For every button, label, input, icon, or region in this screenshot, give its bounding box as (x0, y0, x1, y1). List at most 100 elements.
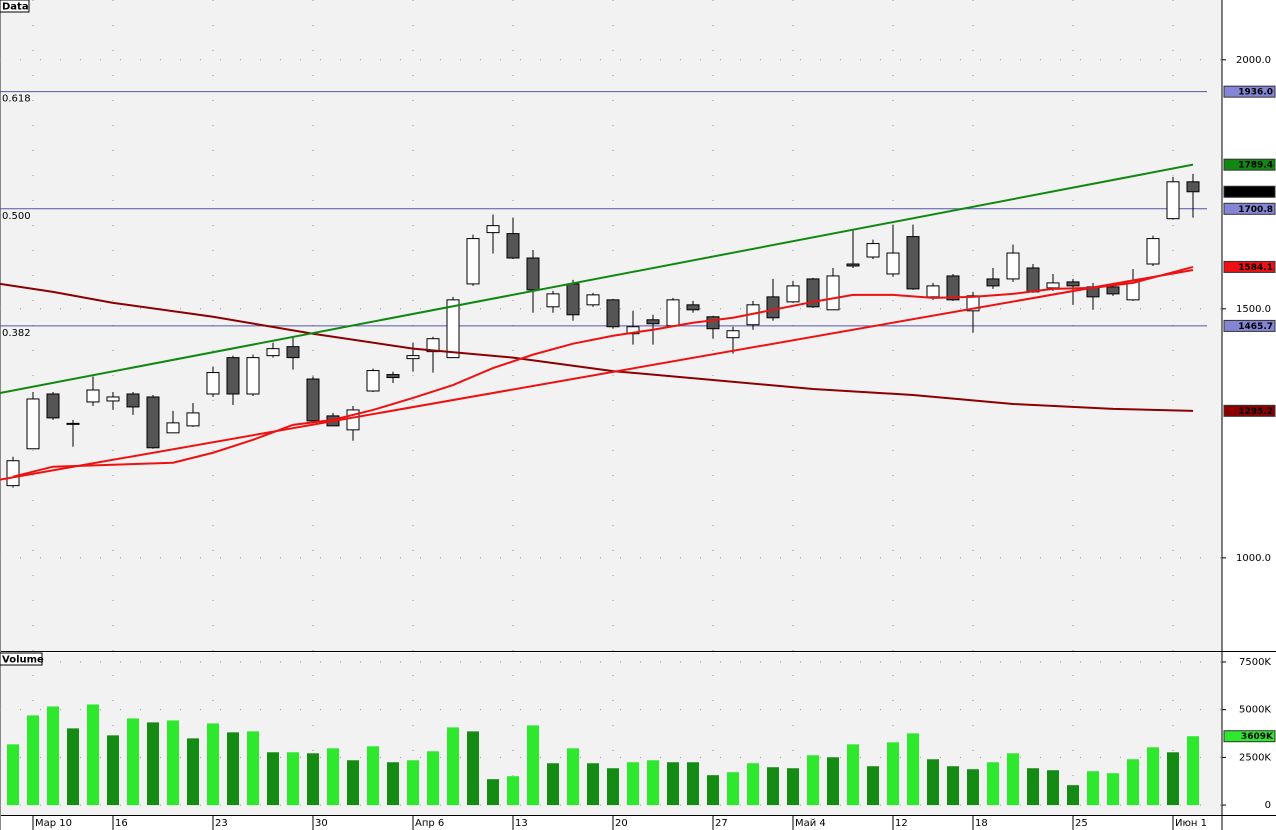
volume-bar (1107, 773, 1119, 806)
candle-body (1006, 252, 1020, 280)
y-tick-label: 7500K (1239, 657, 1271, 668)
y-tick-label: 0 (1265, 800, 1271, 811)
last-volume-tag: 3609K (1241, 732, 1274, 742)
candle-body (286, 346, 300, 359)
candle-body (366, 370, 380, 392)
fib-tag-box (1223, 85, 1276, 98)
fib-tag: 1700.8 (1238, 205, 1273, 215)
volume-bar (787, 768, 799, 806)
candle-body (1166, 181, 1180, 220)
volume-bar (467, 731, 479, 806)
volume-bar (287, 752, 299, 806)
volume-bar (327, 748, 339, 806)
volume-bar (587, 763, 599, 806)
volume-bar (1027, 768, 1039, 806)
x-tick-label: 20 (615, 818, 628, 829)
volume-bar (447, 727, 459, 806)
last-price-tag: 1735.0 (1238, 188, 1273, 198)
candle-body (546, 293, 560, 308)
candle-body (606, 299, 620, 328)
candle-body (586, 294, 600, 306)
candle-body (26, 398, 40, 450)
volume-bar (87, 704, 99, 806)
volume-bar (947, 766, 959, 806)
volume-bar (347, 760, 359, 806)
volume-bar (907, 733, 919, 806)
volume-bar (1187, 736, 1199, 806)
candle-body (386, 374, 400, 379)
volume-bar (107, 735, 119, 806)
candle-body (986, 278, 1000, 287)
candle-body (526, 257, 540, 291)
volume-bar (507, 776, 519, 806)
volume-bar (527, 725, 539, 806)
candle-body (1146, 238, 1160, 265)
fib-tag: 1936.0 (1238, 88, 1273, 98)
fib-ratio: 0.500 (2, 211, 31, 222)
candle-body (906, 236, 920, 290)
volume-bar (667, 762, 679, 806)
candle-body (446, 299, 460, 359)
candle-body (1026, 267, 1040, 293)
x-tick-label: 16 (115, 818, 128, 829)
candle-body (926, 285, 940, 298)
y-tick-label: 1000.0 (1236, 553, 1271, 564)
volume-bar (807, 755, 819, 806)
x-tick-label: Апр 6 (415, 818, 444, 829)
volume-bar (247, 731, 259, 806)
line-tag-box (1223, 158, 1276, 171)
candle-body (226, 357, 240, 395)
volume-bar (867, 766, 879, 806)
x-tick-label: Мар 10 (35, 818, 72, 829)
candle-body (426, 338, 440, 353)
volume-bar (7, 744, 19, 806)
candle-body (726, 330, 740, 339)
x-tick-label: 13 (515, 818, 528, 829)
y-tick-label: 5000K (1239, 705, 1271, 716)
volume-bar (227, 732, 239, 806)
fib-tag-box (1223, 202, 1276, 215)
x-tick-label: 27 (715, 818, 728, 829)
candle-body (1106, 286, 1120, 295)
candle-body (86, 389, 100, 403)
candle-body (66, 422, 80, 425)
candle-body (886, 252, 900, 275)
volume-bar (307, 753, 319, 806)
volume-bar (547, 763, 559, 806)
candle-body (466, 238, 480, 285)
candle-body (126, 393, 140, 408)
line-tag-box (1223, 260, 1276, 273)
candle-body (666, 299, 680, 327)
volume-title: Volume (2, 655, 44, 666)
candle-body (1046, 282, 1060, 289)
volume-bar (267, 752, 279, 806)
volume-bar (387, 762, 399, 806)
volume-bar (747, 763, 759, 806)
volume-bar (1147, 747, 1159, 806)
volume-bar (987, 762, 999, 806)
candle-body (946, 275, 960, 301)
volume-bar (1067, 785, 1079, 806)
volume-bar (27, 715, 39, 806)
volume-bar (47, 706, 59, 806)
x-tick-label: Июн 1 (1175, 818, 1207, 829)
volume-bar (767, 767, 779, 806)
line-tag: 1789.4 (1238, 161, 1273, 171)
candle-body (846, 263, 860, 267)
candle-body (766, 296, 780, 319)
volume-bar (127, 718, 139, 806)
overlay-line (0, 268, 1194, 481)
price-title-box (0, 0, 30, 13)
candle-body (166, 422, 180, 434)
volume-bar (407, 760, 419, 806)
candle-body (866, 243, 880, 258)
volume-bar (927, 759, 939, 806)
x-tick-label: Май 4 (795, 818, 826, 829)
candle-body (246, 357, 260, 395)
candle-body (46, 393, 60, 419)
fib-tag-box (1223, 319, 1276, 332)
candle-body (566, 283, 580, 316)
overlay-line (0, 282, 1194, 412)
candle-body (146, 396, 160, 449)
candle-body (786, 285, 800, 303)
